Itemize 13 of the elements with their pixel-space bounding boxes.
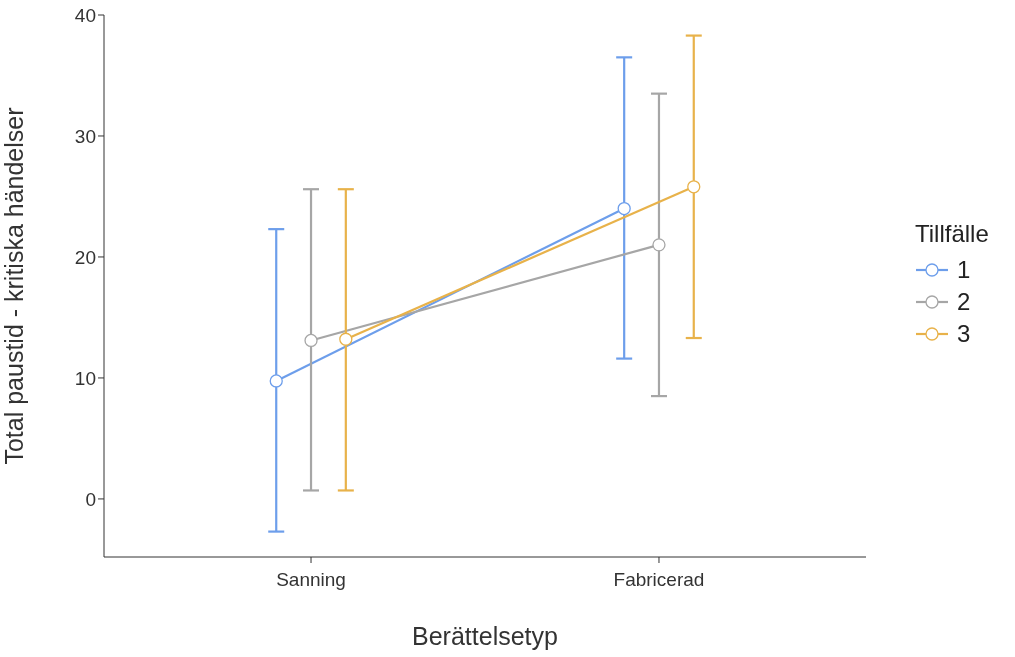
x-tick-label: Sanning: [276, 569, 346, 591]
legend-title: Tillfälle: [915, 220, 989, 248]
y-tick-label: 30: [74, 125, 96, 147]
y-tick-label: 0: [85, 488, 96, 510]
x-axis-title: Berättelsetyp: [412, 622, 558, 650]
legend-label: 1: [957, 256, 971, 284]
y-tick-label: 10: [74, 367, 96, 389]
legend-label: 2: [957, 288, 971, 316]
y-axis-title: Total paustid - kritiska händelser: [0, 107, 28, 465]
y-tick-label: 40: [74, 4, 96, 26]
y-tick-label: 20: [74, 246, 96, 268]
legend-label: 3: [957, 320, 971, 348]
x-tick-label: Fabricerad: [613, 569, 705, 591]
